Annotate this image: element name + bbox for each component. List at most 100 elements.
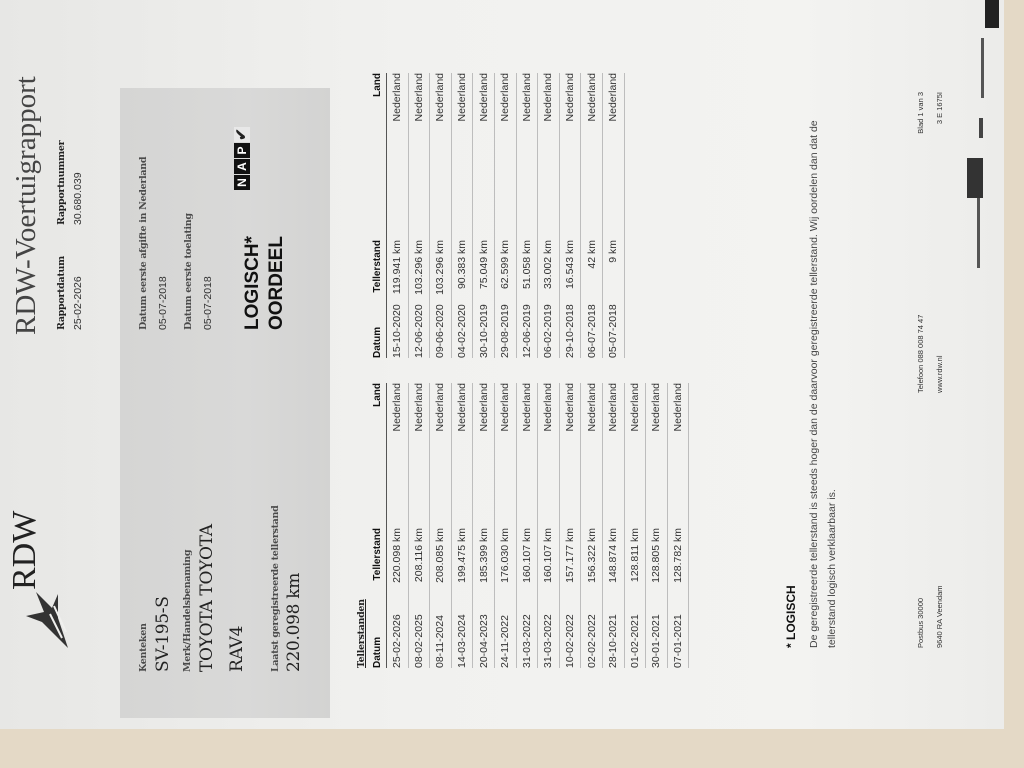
- column-header-tellerstand: Tellerstand: [371, 528, 383, 581]
- table-row: 28-10-2021 148.874 km Nederland: [602, 383, 625, 668]
- note-line-2: tellerstand logisch verklaarbaar is.: [826, 489, 838, 648]
- table-row: 24-11-2022 176.030 km Nederland: [494, 383, 517, 668]
- table-row: 30-01-2021 128.805 km Nederland: [646, 383, 668, 668]
- land-cell: Nederland: [434, 73, 447, 122]
- rapportnummer-value: 30.680.039: [72, 172, 84, 225]
- tellerstanden-title: Tellerstanden: [356, 599, 367, 668]
- tellerstand-cell: 90.383 km: [456, 240, 469, 290]
- table-row: 15-10-2020 119.941 km Nederland: [387, 73, 409, 358]
- datum-cell: 02-02-2022: [585, 614, 598, 668]
- rdw-logo-text: RDW: [6, 510, 43, 590]
- land-cell: Nederland: [391, 383, 404, 432]
- land-cell: Nederland: [477, 73, 490, 122]
- tellerstand-cell: 9 km: [607, 240, 620, 263]
- table-row: 20-04-2023 185.399 km Nederland: [473, 383, 495, 668]
- column-header-datum: Datum: [371, 636, 383, 668]
- table-row: 06-02-2019 33.002 km Nederland: [538, 73, 560, 358]
- toelating-value: 05-07-2018: [202, 276, 214, 330]
- table-row: 09-06-2020 103.296 km Nederland: [430, 73, 452, 358]
- land-cell: Nederland: [456, 73, 469, 122]
- tellerstand-cell: 160.107 km: [542, 528, 555, 583]
- table-row: 31-03-2022 160.107 km Nederland: [538, 383, 560, 668]
- table-row: 06-07-2018 42 km Nederland: [581, 73, 603, 358]
- footer-postbus: Postbus 30000: [916, 597, 925, 648]
- datum-cell: 14-03-2024: [456, 614, 469, 668]
- datum-cell: 09-06-2020: [434, 304, 447, 358]
- land-cell: Nederland: [672, 383, 685, 432]
- datum-cell: 30-10-2019: [477, 304, 490, 358]
- datum-cell: 31-03-2022: [520, 614, 533, 668]
- column-header-datum: Datum: [371, 326, 383, 358]
- datum-cell: 12-06-2019: [520, 304, 533, 358]
- land-cell: Nederland: [607, 383, 620, 432]
- land-cell: Nederland: [520, 383, 533, 432]
- table-row: 08-11-2024 208.085 km Nederland: [430, 383, 452, 668]
- laatst-tellerstand-label: Laatst geregistreerde tellerstand: [270, 505, 281, 672]
- rapportnummer-label: Rapportnummer: [56, 140, 67, 225]
- footer-website[interactable]: www.rdw.nl: [935, 355, 944, 393]
- show-through-marks: [967, 0, 999, 268]
- tellerstand-cell: 103.296 km: [434, 240, 447, 295]
- tellerstand-cell: 128.782 km: [672, 528, 685, 583]
- datum-cell: 28-10-2021: [607, 614, 620, 668]
- land-cell: Nederland: [499, 73, 512, 122]
- land-cell: Nederland: [628, 383, 641, 432]
- table-row: 07-01-2021 128.782 km Nederland: [667, 383, 690, 668]
- tellerstand-cell: 148.874 km: [607, 528, 620, 583]
- tellerstand-cell: 62.599 km: [499, 240, 512, 290]
- land-cell: Nederland: [412, 73, 425, 122]
- datum-cell: 08-02-2025: [412, 614, 425, 668]
- land-cell: Nederland: [585, 383, 598, 432]
- tellerstand-cell: 75.049 km: [477, 240, 490, 290]
- tellerstand-cell: 208.085 km: [434, 528, 447, 583]
- table-header: Datum Tellerstand Land: [368, 73, 387, 358]
- datum-cell: 04-02-2020: [456, 304, 469, 358]
- afgifte-value: 05-07-2018: [157, 276, 169, 330]
- model-value: RAV4: [227, 625, 247, 672]
- datum-cell: 25-02-2026: [391, 614, 404, 668]
- table-row: 29-10-2018 16.543 km Nederland: [559, 73, 582, 358]
- datum-cell: 08-11-2024: [434, 615, 447, 668]
- rapportdatum-value: 25-02-2026: [72, 276, 84, 330]
- tellerstand-cell: 42 km: [585, 240, 598, 269]
- column-header-land: Land: [371, 73, 383, 97]
- tellerstand-cell: 33.002 km: [542, 240, 555, 290]
- datum-cell: 12-06-2020: [412, 304, 425, 358]
- tellerstand-cell: 157.177 km: [564, 528, 577, 583]
- tellerstand-cell: 128.811 km: [628, 528, 641, 583]
- land-cell: Nederland: [434, 383, 447, 432]
- footer-plaats: 9640 RA Veendam: [935, 585, 944, 648]
- table-row: 05-07-2018 9 km Nederland: [602, 73, 625, 358]
- column-header-tellerstand: Tellerstand: [371, 240, 383, 293]
- datum-cell: 06-02-2019: [542, 304, 555, 358]
- tellerstand-cell: 119.941 km: [391, 240, 404, 295]
- datum-cell: 07-01-2021: [672, 614, 685, 668]
- datum-cell: 29-08-2019: [499, 304, 512, 358]
- toelating-label: Datum eerste toelating: [183, 213, 194, 330]
- tellerstand-cell: 185.399 km: [477, 528, 490, 583]
- kenteken-label: Kenteken: [138, 623, 149, 672]
- land-cell: Nederland: [499, 383, 512, 432]
- tellerstanden-table-left: Datum Tellerstand Land 25-02-2026 220.098 km…: [368, 383, 690, 668]
- note-line-1: De geregistreerde tellerstand is steeds …: [808, 120, 820, 648]
- tellerstand-cell: 220.098 km: [391, 528, 404, 583]
- table-row: 31-03-2022 160.107 km Nederland: [516, 383, 539, 668]
- land-cell: Nederland: [564, 383, 577, 432]
- rapportdatum-label: Rapportdatum: [56, 256, 67, 330]
- table-row: 12-06-2019 51.058 km Nederland: [516, 73, 539, 358]
- land-cell: Nederland: [542, 383, 555, 432]
- land-cell: Nederland: [585, 73, 598, 122]
- tellerstand-cell: 128.805 km: [650, 528, 663, 583]
- datum-cell: 24-11-2022: [499, 615, 512, 668]
- table-row: 02-02-2022 156.322 km Nederland: [581, 383, 603, 668]
- table-row: 29-08-2019 62.599 km Nederland: [494, 73, 517, 358]
- table-row: 10-02-2022 157.177 km Nederland: [559, 383, 582, 668]
- datum-cell: 20-04-2023: [477, 614, 490, 668]
- datum-cell: 01-02-2021: [628, 614, 641, 668]
- footer-telefoon: Telefoon 088 008 74 47: [916, 314, 925, 393]
- tellerstand-cell: 176.030 km: [499, 528, 512, 583]
- land-cell: Nederland: [564, 73, 577, 122]
- check-icon: ✔: [233, 127, 250, 142]
- datum-cell: 05-07-2018: [607, 304, 620, 358]
